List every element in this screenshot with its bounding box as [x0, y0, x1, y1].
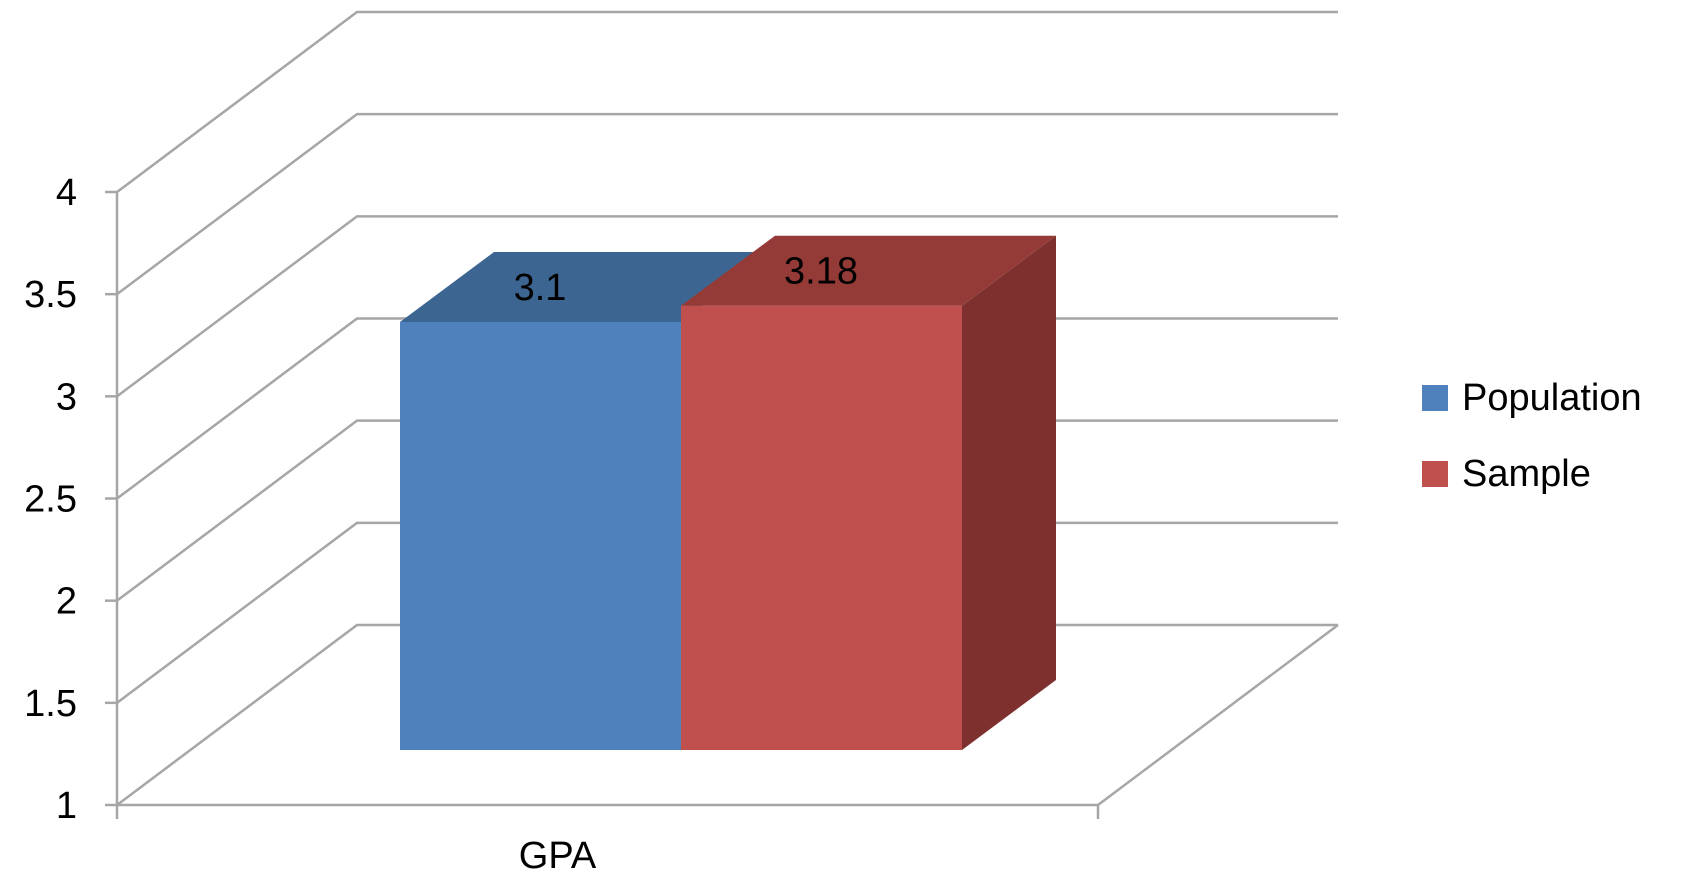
bars	[400, 235, 1056, 750]
y-axis: 1 1.5 2 2.5 3 3.5 4	[24, 172, 119, 827]
bar-sample-side	[962, 235, 1056, 750]
legend-label-population: Population	[1462, 377, 1642, 419]
legend-swatch-sample	[1422, 461, 1448, 487]
data-labels: 3.1 3.18	[514, 251, 858, 309]
bar-sample	[681, 235, 1056, 750]
bar-sample-top	[681, 235, 1056, 306]
y-tick-label-1.5: 1.5	[24, 683, 77, 725]
y-tick-label-1: 1	[56, 785, 77, 827]
bar-population	[400, 252, 775, 750]
bar-population-top	[400, 252, 775, 322]
gridlines	[116, 10, 1338, 806]
gridline-3	[116, 215, 1338, 398]
bar-sample-front	[681, 305, 962, 750]
y-tick-label-2: 2	[56, 581, 77, 623]
category-label-gpa: GPA	[519, 835, 597, 877]
y-tick-label-2.5: 2.5	[24, 479, 77, 521]
legend-label-sample: Sample	[1462, 453, 1591, 495]
y-tick-label-3.5: 3.5	[24, 274, 77, 316]
gridline-3.5	[116, 112, 1338, 296]
x-axis: GPA	[115, 805, 1100, 877]
y-tick-label-3: 3	[56, 376, 77, 418]
gridline-4	[116, 10, 1338, 193]
y-tick-label-4: 4	[56, 172, 77, 214]
data-label-sample: 3.18	[784, 251, 858, 293]
legend: Population Sample	[1422, 377, 1642, 495]
data-label-population: 3.1	[514, 267, 567, 309]
bar-population-front	[400, 322, 681, 750]
legend-swatch-population	[1422, 385, 1448, 411]
